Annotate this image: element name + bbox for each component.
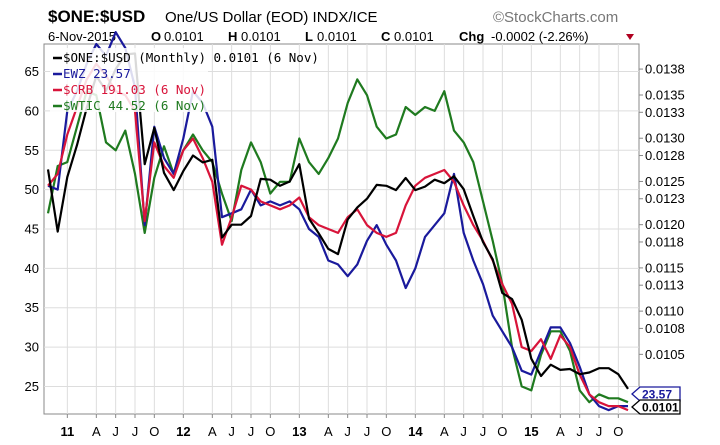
- left-tick-label: 35: [25, 300, 39, 315]
- last-value-badges: 23.570.0101: [631, 386, 681, 415]
- last-value-badge-label: 23.57: [642, 388, 672, 402]
- last-value-badge-label: 0.0101: [642, 401, 679, 415]
- x-tick-label: 11: [60, 424, 74, 439]
- x-tick-label: 13: [292, 424, 306, 439]
- left-tick-label: 25: [25, 379, 39, 394]
- left-tick-label: 40: [25, 261, 39, 276]
- legend-background: [50, 48, 208, 112]
- x-tick-label: O: [149, 424, 159, 439]
- x-tick-label: J: [132, 424, 139, 439]
- x-tick-label: A: [324, 424, 333, 439]
- left-tick-label: 55: [25, 143, 39, 158]
- x-tick-label: A: [556, 424, 565, 439]
- x-tick-label: 12: [176, 424, 190, 439]
- high-value: 0.0101: [241, 29, 281, 44]
- right-tick-label: 0.0128: [645, 148, 685, 163]
- right-tick-label: 0.0118: [645, 234, 684, 249]
- series-line-one_usd: [46, 52, 629, 390]
- series-lines: [46, 31, 629, 412]
- low-label: L: [305, 29, 313, 44]
- change-value: -0.0002 (-2.26%): [491, 29, 589, 44]
- x-tick-label: O: [265, 424, 275, 439]
- right-tick-label: 0.0138: [645, 62, 685, 77]
- right-tick-label: 0.0125: [645, 174, 685, 189]
- x-tick-label: A: [440, 424, 449, 439]
- ohlc-row: 6-Nov-2015 O 0.0101 H 0.0101 L 0.0101 C …: [48, 29, 634, 44]
- low-value: 0.0101: [317, 29, 357, 44]
- close-value: 0.0101: [394, 29, 434, 44]
- x-tick-label: J: [460, 424, 467, 439]
- x-tick-label: 14: [408, 424, 423, 439]
- right-axis: 0.0138 0.0135 0.0133 0.0130 0.0128 0.0125 0.01…: [639, 62, 685, 362]
- left-tick-label: 65: [25, 64, 39, 79]
- left-tick-label: 45: [25, 222, 39, 237]
- left-tick-label: 30: [25, 340, 39, 355]
- x-tick-label: J: [228, 424, 235, 439]
- left-tick-label: 50: [25, 182, 39, 197]
- open-label: O: [151, 29, 161, 44]
- brand-text: ©StockCharts.com: [493, 9, 618, 26]
- x-tick-label: A: [208, 424, 217, 439]
- right-tick-label: 0.0110: [645, 304, 684, 319]
- legend-entry: $CRB 191.03 (6 Nov): [63, 82, 206, 97]
- x-tick-label: A: [92, 424, 101, 439]
- chart-title: $ONE:$USD: [48, 7, 145, 26]
- change-label: Chg: [459, 29, 484, 44]
- right-tick-label: 0.0120: [645, 217, 685, 232]
- x-tick-label: J: [112, 424, 119, 439]
- x-tick-label: O: [613, 424, 623, 439]
- quote-date: 6-Nov-2015: [48, 29, 116, 44]
- series-line-wtic: [46, 78, 629, 404]
- x-tick-label: J: [596, 424, 603, 439]
- x-tick-label: J: [344, 424, 351, 439]
- x-tick-label: J: [364, 424, 371, 439]
- x-tick-label: O: [381, 424, 391, 439]
- right-tick-label: 0.0115: [645, 260, 684, 275]
- left-axis: 25 30 35 40 45 50 55 60 65: [25, 64, 39, 394]
- legend: $ONE:$USD (Monthly) 0.0101 (6 Nov)EWZ 23…: [50, 48, 319, 113]
- last-value-badge: [631, 386, 681, 402]
- legend-entry: $WTIC 44.52 (6 Nov): [63, 98, 206, 113]
- x-tick-label: O: [497, 424, 507, 439]
- right-tick-label: 0.0108: [645, 321, 685, 336]
- x-tick-label: J: [480, 424, 487, 439]
- chart-subtitle: One/US Dollar (EOD) INDX/ICE: [165, 9, 378, 26]
- right-tick-label: 0.0123: [645, 191, 685, 206]
- change-down-arrow-icon: [626, 34, 634, 40]
- last-value-badge: [631, 399, 681, 415]
- x-tick-label: J: [576, 424, 583, 439]
- right-tick-label: 0.0135: [645, 88, 685, 103]
- right-tick-label: 0.0105: [645, 347, 685, 362]
- series-line-ewz: [47, 31, 628, 412]
- right-tick-label: 0.0113: [645, 278, 684, 293]
- high-label: H: [228, 29, 237, 44]
- x-tick-label: J: [248, 424, 255, 439]
- series-line-crb: [47, 62, 629, 412]
- right-tick-label: 0.0130: [645, 131, 685, 146]
- close-label: C: [381, 29, 391, 44]
- right-tick-label: 0.0133: [645, 105, 685, 120]
- left-tick-label: 60: [25, 103, 39, 118]
- legend-entry: EWZ 23.57: [63, 66, 131, 81]
- open-value: 0.0101: [164, 29, 204, 44]
- legend-entry: $ONE:$USD (Monthly) 0.0101 (6 Nov): [63, 50, 319, 65]
- x-tick-label: 15: [524, 424, 538, 439]
- x-axis: 11 A J J O 12 A J J O 13 A J J O 14 A J J O 15 A J J O: [60, 414, 623, 439]
